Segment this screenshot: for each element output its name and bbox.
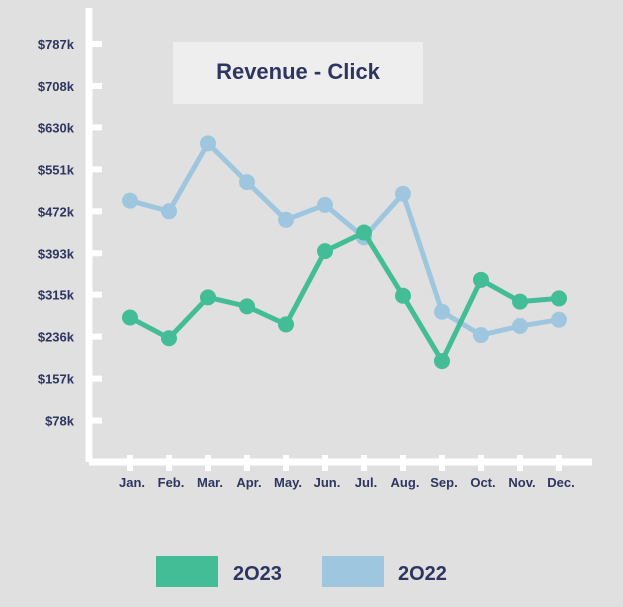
- series-2O23: [122, 224, 567, 370]
- chart-title-box: Revenue - Click: [173, 42, 423, 104]
- y-tick-label: $787k: [38, 37, 75, 52]
- legend-swatch: [322, 556, 384, 587]
- y-tick-mark: [86, 333, 102, 340]
- data-point: [122, 192, 138, 209]
- x-tick-mark: [400, 455, 406, 471]
- chart-title: Revenue - Click: [216, 59, 381, 84]
- data-point: [200, 289, 216, 306]
- data-point: [239, 298, 255, 315]
- y-tick-mark: [86, 124, 102, 131]
- x-tick-label: Sep.: [430, 475, 457, 490]
- data-point: [122, 309, 138, 326]
- y-tick-mark: [86, 166, 102, 173]
- data-point: [239, 174, 255, 191]
- x-tick-label: Feb.: [158, 475, 185, 490]
- y-tick-label: $472k: [38, 204, 75, 219]
- x-tick-label: May.: [274, 475, 302, 490]
- x-tick-mark: [205, 455, 211, 471]
- y-tick-mark: [86, 291, 102, 298]
- x-tick-mark: [556, 455, 562, 471]
- data-point: [356, 224, 372, 241]
- x-tick-mark: [127, 455, 133, 471]
- y-tick-mark: [86, 208, 102, 215]
- data-point: [200, 135, 216, 152]
- data-point: [551, 290, 567, 307]
- chart-legend: 2O23 2O22: [156, 556, 447, 587]
- x-tick-label: Jul.: [355, 475, 377, 490]
- y-tick-label: $157k: [38, 372, 75, 387]
- data-point: [473, 271, 489, 288]
- data-point: [317, 243, 333, 260]
- data-point: [161, 330, 177, 347]
- x-tick-label: Mar.: [197, 475, 223, 490]
- y-tick-label: $315k: [38, 288, 75, 303]
- x-tick-label: Nov.: [508, 475, 535, 490]
- data-point: [317, 196, 333, 213]
- data-point: [278, 316, 294, 333]
- data-point: [395, 287, 411, 304]
- x-tick-label: Dec.: [547, 475, 574, 490]
- y-tick-mark: [86, 41, 102, 47]
- x-tick-mark: [478, 455, 484, 471]
- y-tick-label: $78k: [45, 414, 75, 429]
- y-tick-label: $393k: [38, 246, 75, 261]
- x-tick-label: Aug.: [391, 475, 420, 490]
- y-tick-mark: [86, 250, 102, 257]
- data-point: [434, 303, 450, 320]
- x-tick-label: Oct.: [470, 475, 495, 490]
- legend-swatch: [156, 556, 218, 587]
- x-tick-label: Jun.: [314, 475, 341, 490]
- data-point: [278, 211, 294, 228]
- x-tick-mark: [283, 455, 289, 471]
- x-tick-mark: [439, 455, 445, 471]
- x-tick-mark: [361, 455, 367, 471]
- y-tick-label: $551k: [38, 162, 75, 177]
- data-point: [512, 293, 528, 310]
- y-tick-label: $708k: [38, 79, 75, 94]
- y-tick-mark: [86, 82, 102, 89]
- data-point: [551, 311, 567, 328]
- y-tick-label: $630k: [38, 120, 75, 135]
- x-tick-label: Jan.: [119, 475, 145, 490]
- y-tick-mark: [86, 417, 102, 424]
- x-tick-mark: [322, 455, 328, 471]
- y-tick-mark: [86, 375, 102, 382]
- legend-label: 2O23: [233, 563, 282, 585]
- data-point: [161, 203, 177, 220]
- data-point: [434, 353, 450, 370]
- x-tick-mark: [517, 455, 523, 471]
- x-tick-label: Apr.: [236, 475, 261, 490]
- x-tick-mark: [166, 455, 172, 471]
- y-tick-label: $236k: [38, 330, 75, 345]
- x-tick-mark: [244, 455, 250, 471]
- data-point: [473, 327, 489, 344]
- series-line: [128, 230, 560, 364]
- legend-label: 2O22: [398, 563, 447, 585]
- data-point: [395, 185, 411, 202]
- data-point: [512, 318, 528, 335]
